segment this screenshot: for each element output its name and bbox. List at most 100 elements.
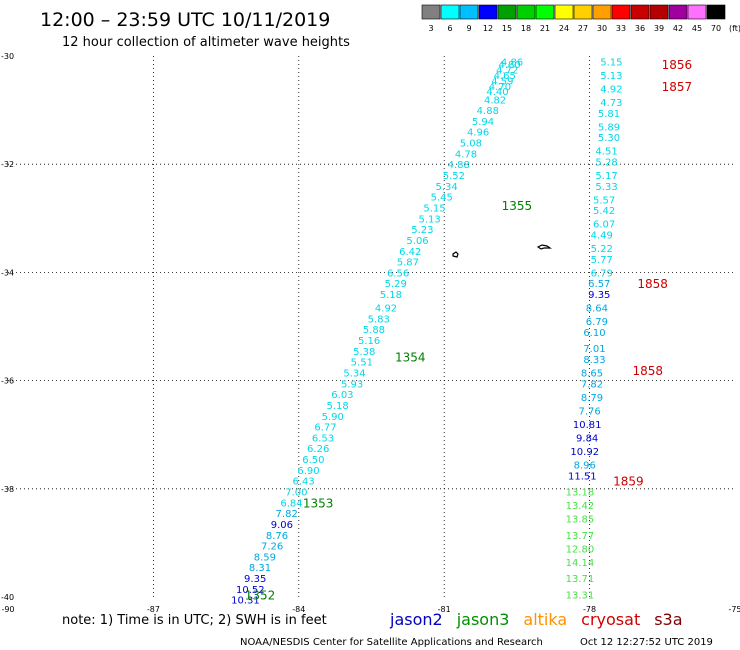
swh-value: 5.34	[343, 368, 365, 379]
swh-value: 6.42	[399, 247, 421, 258]
island-shape	[452, 251, 459, 258]
swh-value: 6.53	[312, 433, 334, 444]
swh-value: 4.59	[491, 76, 513, 87]
swh-value: 4.51	[595, 147, 617, 158]
y-tick-label: -30	[1, 52, 14, 61]
swh-value: 5.16	[358, 336, 380, 347]
y-tick-label: -40	[1, 593, 14, 602]
swh-value: 6.77	[314, 423, 336, 434]
swh-value: 5.93	[341, 379, 363, 390]
swh-value: 4.86	[501, 57, 523, 68]
swh-value: 6.79	[586, 317, 608, 328]
swh-value: 14.14	[566, 558, 595, 569]
swh-value: 6.57	[588, 279, 610, 290]
legend-unit: (ft)	[729, 24, 740, 33]
time-label: 1858	[637, 277, 668, 291]
swh-value: 8.96	[574, 460, 596, 471]
time-label: 1354	[395, 350, 426, 364]
legend-label: 21	[540, 24, 550, 33]
swh-value: 5.17	[595, 171, 617, 182]
legend-swatch	[478, 4, 498, 20]
legend-label: 15	[502, 24, 512, 33]
chart-subtitle: 12 hour collection of altimeter wave hei…	[62, 35, 350, 50]
legend-label: 36	[635, 24, 645, 33]
swh-value: 4.73	[600, 98, 622, 109]
swh-value: 5.30	[598, 133, 620, 144]
island-outlines	[452, 244, 552, 258]
swh-value: 5.13	[419, 214, 441, 225]
legend-swatch	[706, 4, 726, 20]
swh-value: 10.81	[573, 420, 602, 431]
legend-label: 33	[616, 24, 626, 33]
swh-value: 5.45	[431, 193, 453, 204]
time-label: 1858	[632, 364, 663, 378]
swh-value: 7.82	[276, 509, 298, 520]
chart-title: 12:00 – 23:59 UTC 10/11/2019	[40, 9, 330, 31]
swh-value: 5.23	[411, 225, 433, 236]
swh-value: 4.92	[375, 304, 397, 315]
swh-value: 13.85	[566, 515, 595, 526]
legend-swatch	[535, 4, 555, 20]
swh-value: 6.50	[302, 455, 324, 466]
satellite-name: s3a	[654, 610, 682, 629]
swh-value: 8.64	[586, 304, 608, 315]
swh-value: 4.65	[494, 71, 516, 82]
swh-value: 5.34	[435, 182, 457, 193]
swh-value: 4.80	[498, 60, 520, 71]
axis-ticks: -90 -87 -84 -81 -78 -75 -30 -32 -34 -36 -38 -40	[1, 52, 740, 614]
legend-swatch	[440, 4, 460, 20]
swh-value: 13.42	[566, 501, 595, 512]
x-tick-label: -87	[147, 605, 160, 614]
legend-swatch	[611, 4, 631, 20]
time-label: 1353	[303, 496, 334, 510]
swh-value: 4.49	[591, 231, 613, 242]
legend-label: 70	[711, 24, 721, 33]
swh-value: 7.26	[261, 542, 283, 553]
swh-value: 4.88	[448, 160, 470, 171]
swh-value: 5.77	[591, 255, 613, 266]
legend-swatch	[649, 4, 669, 20]
swh-value: 5.33	[595, 182, 617, 193]
swh-value: 6.26	[307, 444, 329, 455]
swh-value: 4.92	[600, 84, 622, 95]
swh-value: 6.10	[583, 328, 605, 339]
legend-swatch	[497, 4, 517, 20]
legend-label: 30	[597, 24, 607, 33]
legend-swatch	[592, 4, 612, 20]
swh-value: 8.31	[249, 563, 271, 574]
swh-value: 4.40	[486, 87, 508, 98]
swh-value: 5.94	[472, 117, 494, 128]
x-tick-label: -90	[1, 605, 14, 614]
satellite-tracks: 4.864.804.724.654.594.704.404.824.885.94…	[231, 57, 622, 606]
swh-value: 4.72	[496, 66, 518, 77]
swh-value: 8.59	[254, 552, 276, 563]
y-tick-label: -34	[1, 268, 14, 277]
legend-label: 24	[559, 24, 569, 33]
legend-label: 18	[521, 24, 531, 33]
swh-value: 5.57	[593, 195, 615, 206]
swh-value: 8.79	[581, 393, 603, 404]
swh-value: 13.31	[566, 590, 595, 601]
swh-value: 5.29	[385, 279, 407, 290]
swh-value: 4.88	[477, 106, 499, 117]
swh-value: 5.89	[598, 122, 620, 133]
swh-value: 8.65	[581, 368, 603, 379]
swh-value: 7.01	[583, 344, 605, 355]
swh-value: 6.79	[591, 268, 613, 279]
legend-swatch	[554, 4, 574, 20]
timestamp-text: Oct 12 12:27:52 UTC 2019	[580, 637, 713, 648]
swh-value: 6.84	[280, 498, 302, 509]
x-tick-label: -78	[583, 605, 596, 614]
swh-value: 6.56	[387, 268, 409, 279]
swh-value: 9.84	[576, 433, 598, 444]
x-tick-label: -84	[292, 605, 305, 614]
swh-value: 13.77	[566, 531, 595, 542]
x-tick-label: -81	[438, 605, 451, 614]
time-label: 1859	[613, 475, 644, 489]
y-tick-label: -38	[1, 485, 14, 494]
swh-value: 10.31	[231, 596, 260, 607]
time-labels: 1856 1857 1858 1858 1859 1355 1354 1353 1352	[245, 58, 692, 602]
island-shape	[536, 244, 552, 250]
swh-value: 4.78	[455, 149, 477, 160]
